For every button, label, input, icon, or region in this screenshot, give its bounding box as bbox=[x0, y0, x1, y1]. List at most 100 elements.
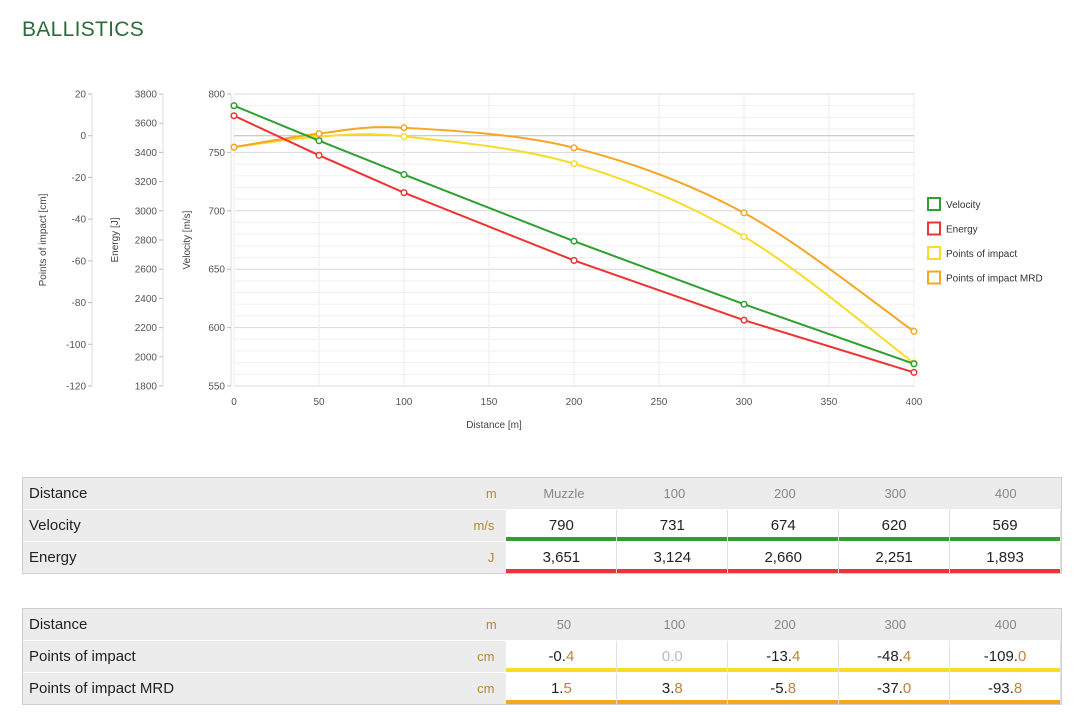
series-color-bar bbox=[617, 668, 728, 672]
table-header-cell: 100 bbox=[663, 486, 686, 501]
table-cell-int: 3. bbox=[661, 680, 675, 697]
table-row-label: Points of impact bbox=[29, 648, 136, 665]
points-of-impact-mrd-point bbox=[315, 130, 323, 138]
table-cell-value: 3,651 bbox=[542, 549, 581, 566]
table-row: Points of impact MRD cm 1.5 3.8 -5.8 -37.0 -93… bbox=[23, 673, 1062, 704]
energy-tick-label: 2800 bbox=[135, 236, 158, 247]
table-header-row: Distance m 50 100 200 300 400 bbox=[23, 609, 1061, 641]
table-cell: 790 bbox=[506, 510, 618, 541]
points-of-impact-point bbox=[570, 160, 578, 168]
legend-label-energy: Energy bbox=[946, 225, 978, 236]
table-cell-value: 731 bbox=[659, 517, 685, 534]
table-cell: -48.4 bbox=[839, 641, 951, 672]
poi-tick-label: -20 bbox=[72, 173, 87, 184]
table-header-cell: 200 bbox=[773, 486, 796, 501]
velocity-series-line bbox=[233, 104, 915, 365]
table-cell-value: 2,251 bbox=[875, 549, 913, 566]
table-cell: 0.0 bbox=[617, 641, 729, 672]
poi-tick-label: 0 bbox=[80, 131, 86, 142]
table-cell-int: -109. bbox=[983, 648, 1018, 665]
points-of-impact-mrd-point bbox=[570, 144, 578, 152]
series-color-bar bbox=[617, 569, 728, 573]
table-cell: -93.8 bbox=[950, 673, 1062, 704]
table-header-cell: 400 bbox=[994, 617, 1017, 632]
energy-tick-label: 3600 bbox=[135, 119, 158, 130]
table-cell: -37.0 bbox=[839, 673, 951, 704]
table-cell: 674 bbox=[728, 510, 840, 541]
velocity-energy-table: Distance m Muzzle 100 200 300 400 Velocity m/s 79… bbox=[22, 477, 1062, 574]
table-header-cell: Muzzle bbox=[543, 486, 585, 501]
table-header-cell: 200 bbox=[773, 617, 796, 632]
table-cell-dec: 5 bbox=[563, 680, 572, 697]
table-row: Velocity m/s 790 731 674 620 569 bbox=[23, 510, 1062, 542]
poi-tick-label: -100 bbox=[66, 340, 86, 351]
legend-label-points-of-impact: Points of impact bbox=[946, 249, 1017, 260]
table-row: Energy J 3,651 3,124 2,660 2,251 1,893 bbox=[23, 542, 1062, 573]
table-cell-int: -0. bbox=[548, 648, 566, 665]
table-cell-int: -93. bbox=[987, 680, 1014, 697]
series-color-bar bbox=[728, 537, 839, 541]
points-of-impact-point bbox=[740, 233, 748, 241]
energy-tick-label: 1800 bbox=[135, 382, 158, 393]
table-cell-int: -5. bbox=[770, 680, 788, 697]
energy-tick-label: 3400 bbox=[135, 148, 158, 159]
table-cell-int: -48. bbox=[877, 648, 903, 665]
velocity-point bbox=[740, 300, 748, 308]
energy-point bbox=[570, 256, 578, 264]
velocity-point bbox=[315, 137, 323, 145]
velocity-tick-label: 700 bbox=[208, 206, 225, 217]
series-color-bar bbox=[950, 668, 1061, 672]
points-of-impact-mrd-point bbox=[740, 209, 748, 217]
series-color-bar bbox=[506, 537, 617, 541]
legend-swatch-points-of-impact bbox=[927, 246, 941, 260]
table-cell-int: -13. bbox=[766, 648, 792, 665]
table-header-cell: 400 bbox=[994, 486, 1017, 501]
series-color-bar bbox=[506, 700, 617, 704]
poi-tick-label: -120 bbox=[66, 382, 86, 393]
poi-tick-label: -80 bbox=[72, 298, 87, 309]
table-cell: 3.8 bbox=[617, 673, 729, 704]
table-header-row: Distance m Muzzle 100 200 300 400 bbox=[23, 478, 1061, 510]
table-row-unit: cm bbox=[477, 649, 495, 664]
table-header-cell: 300 bbox=[884, 617, 907, 632]
table-cell-dec: 8 bbox=[1013, 680, 1023, 697]
series-color-bar bbox=[839, 569, 950, 573]
energy-point bbox=[910, 368, 918, 376]
x-tick-label: 0 bbox=[231, 397, 237, 408]
table-cell: 731 bbox=[617, 510, 729, 541]
table-cell-dec: 8 bbox=[787, 680, 797, 697]
energy-point bbox=[400, 189, 408, 197]
legend-swatch-velocity bbox=[927, 197, 941, 211]
table-cell-value: 1,893 bbox=[986, 549, 1024, 566]
table-cell: -109.0 bbox=[950, 641, 1062, 672]
x-tick-label: 300 bbox=[736, 397, 753, 408]
table-cell-value: 674 bbox=[770, 517, 796, 534]
energy-tick-label: 2200 bbox=[135, 323, 158, 334]
points-of-impact-mrd-point bbox=[230, 143, 238, 151]
legend-label-velocity: Velocity bbox=[946, 200, 980, 211]
page-title: BALLISTICS bbox=[22, 18, 145, 41]
table-row-label: Velocity bbox=[29, 517, 81, 534]
table-cell: -13.4 bbox=[728, 641, 840, 672]
x-tick-label: 350 bbox=[821, 397, 838, 408]
table-cell: 1,893 bbox=[950, 542, 1062, 573]
table-row-unit: J bbox=[487, 550, 495, 565]
velocity-tick-label: 650 bbox=[208, 265, 225, 276]
poi-tick-label: -40 bbox=[72, 215, 87, 226]
series-color-bar bbox=[839, 668, 950, 672]
energy-point bbox=[740, 316, 748, 324]
x-tick-label: 400 bbox=[906, 397, 923, 408]
table-cell-dec: 4 bbox=[791, 648, 801, 665]
poi-axis-title: Points of impact [cm] bbox=[38, 193, 49, 286]
energy-point bbox=[315, 151, 323, 159]
table-header-unit: m bbox=[485, 486, 497, 501]
table-row-label: Points of impact MRD bbox=[29, 680, 175, 697]
table-cell-int: 0.0 bbox=[661, 648, 683, 665]
velocity-point bbox=[400, 171, 408, 179]
series-color-bar bbox=[950, 700, 1061, 704]
velocity-tick-label: 800 bbox=[208, 90, 225, 101]
energy-tick-label: 2000 bbox=[135, 352, 158, 363]
table-cell-dec: 0 bbox=[1017, 648, 1027, 665]
energy-tick-label: 3800 bbox=[135, 90, 158, 101]
